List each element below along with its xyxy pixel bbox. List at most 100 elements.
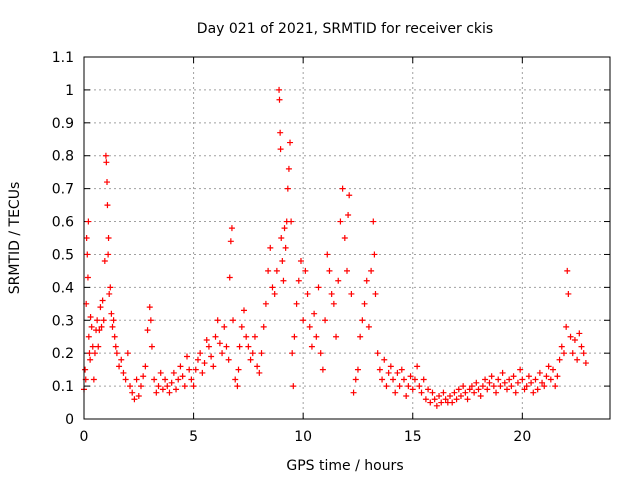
data-point [517, 366, 524, 373]
data-point [278, 235, 285, 241]
data-point [230, 317, 237, 324]
data-point [532, 376, 539, 383]
data-point [348, 290, 355, 297]
x-axis-label: GPS time / hours [286, 458, 403, 474]
data-point [83, 235, 90, 241]
data-point [556, 356, 563, 363]
data-point [418, 389, 425, 396]
data-point [484, 386, 491, 393]
data-point [580, 350, 587, 357]
data-point [90, 376, 97, 383]
data-point [225, 356, 232, 363]
data-point [249, 350, 256, 357]
data-point [103, 159, 110, 166]
y-axis-ticks: 0 0.1 0.2 0.3 0.4 0.5 0.6 0.7 0.8 0.9 1 1.1 [52, 50, 610, 428]
data-point [490, 383, 497, 390]
y-tick-label: 0.8 [52, 149, 74, 165]
data-point [95, 343, 102, 350]
data-point [98, 323, 105, 330]
data-point [186, 366, 193, 373]
data-point [370, 218, 377, 225]
data-point [276, 86, 283, 93]
data-point [288, 218, 295, 225]
data-point [260, 323, 267, 330]
data-point [306, 323, 313, 330]
data-point [133, 376, 140, 383]
data-point [168, 379, 175, 386]
data-point [97, 304, 104, 311]
data-point [371, 251, 378, 258]
data-point [363, 277, 370, 284]
data-point [102, 152, 109, 159]
data-point [392, 389, 399, 396]
data-point [221, 323, 228, 330]
data-point [166, 389, 173, 396]
data-point [372, 290, 379, 297]
data-point [297, 258, 304, 265]
data-point [462, 389, 469, 396]
data-point [503, 386, 510, 393]
data-point [96, 327, 103, 334]
data-point [482, 376, 489, 383]
data-point [291, 333, 298, 340]
data-point [466, 386, 473, 393]
grid-lines [84, 57, 610, 419]
data-point [422, 396, 429, 403]
data-point [582, 360, 589, 367]
data-point [295, 277, 302, 284]
data-point [84, 251, 91, 258]
data-point [155, 383, 162, 390]
y-tick-label: 0.7 [52, 182, 74, 198]
data-point [398, 366, 405, 373]
data-point [214, 317, 221, 324]
data-point [425, 386, 432, 393]
data-point [324, 251, 331, 258]
data-point [390, 376, 397, 383]
data-point [396, 383, 403, 390]
data-point [571, 337, 578, 344]
data-point [313, 333, 320, 340]
data-point [510, 373, 517, 380]
data-point [337, 218, 344, 225]
data-point [232, 376, 239, 383]
data-point [512, 389, 519, 396]
data-point [289, 350, 296, 357]
data-point [284, 185, 291, 192]
data-point [210, 363, 217, 370]
data-point [574, 356, 581, 363]
data-point [87, 313, 94, 320]
data-point [495, 376, 502, 383]
data-point [110, 317, 117, 324]
data-point [468, 383, 475, 390]
data-point [554, 373, 561, 380]
data-point [477, 392, 484, 399]
data-point [345, 211, 352, 218]
data-point [416, 383, 423, 390]
x-tick-label: 0 [80, 429, 89, 445]
data-point [170, 369, 177, 376]
data-point [276, 96, 283, 103]
data-point [326, 267, 333, 274]
data-point [100, 317, 107, 324]
data-point [267, 244, 274, 251]
data-point [447, 392, 454, 399]
data-point [175, 376, 182, 383]
data-point [449, 399, 456, 406]
data-point [104, 202, 111, 209]
data-point [285, 165, 292, 172]
data-point [352, 376, 359, 383]
data-point [499, 369, 506, 376]
data-point [534, 386, 541, 393]
data-point [120, 369, 127, 376]
data-point [539, 379, 546, 386]
data-point [279, 258, 286, 265]
data-point [256, 369, 263, 376]
data-points [81, 86, 589, 409]
data-point [552, 383, 559, 390]
data-point [400, 376, 407, 383]
data-point [151, 376, 158, 383]
data-point [201, 360, 208, 367]
data-point [319, 366, 326, 373]
data-point [173, 386, 180, 393]
data-point [564, 267, 571, 274]
